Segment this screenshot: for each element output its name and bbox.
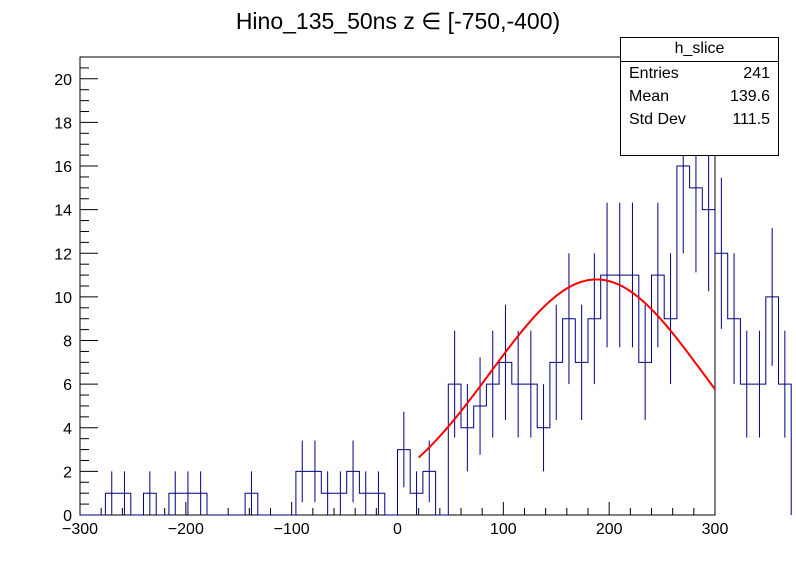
fit-curve [417,278,716,459]
y-tick-label: 18 [54,115,72,132]
stats-label: Entries [629,65,679,82]
y-tick-label: 14 [54,203,72,220]
stats-row-stddev: Std Dev 111.5 [621,108,778,131]
tick-labels: −300 −200 −100 0 100 200 300 0 2 4 6 8 10 12 14 16 18 20 [54,72,728,538]
stats-title: h_slice [621,38,778,62]
y-tick-label: 4 [63,421,72,438]
y-tick-label: 2 [63,464,72,481]
x-tick-label: −200 [168,521,204,538]
stats-box: h_slice Entries 241 Mean 139.6 Std Dev 1… [620,37,779,156]
x-tick-label: 0 [393,521,402,538]
y-tick-label: 0 [63,508,72,525]
y-tick-label: 6 [63,377,72,394]
x-tick-label: 300 [702,521,729,538]
chart-title: Hino_135_50ns z ∈ [-750,-400) [235,8,561,34]
y-tick-label: 12 [54,246,72,263]
y-tick-label: 16 [54,159,72,176]
x-tick-label: 100 [490,521,517,538]
stats-value: 139.6 [729,88,770,105]
y-tick-label: 20 [54,72,72,89]
histogram-layer [80,165,792,516]
histogram-outline [80,165,792,516]
x-tick-label: 200 [596,521,623,538]
stats-row-mean: Mean 139.6 [621,85,778,108]
stats-label: Mean [629,88,670,105]
stats-row-entries: Entries 241 [621,62,778,85]
x-tick-label: −300 [62,521,98,538]
stats-label: Std Dev [629,111,686,128]
error-bars-layer [111,78,786,515]
stats-value: 241 [743,65,770,82]
stats-value: 111.5 [732,111,770,128]
x-tick-label: −100 [274,521,310,538]
fit-curve-layer [417,278,716,459]
y-tick-label: 8 [63,334,72,351]
y-tick-label: 10 [54,290,72,307]
